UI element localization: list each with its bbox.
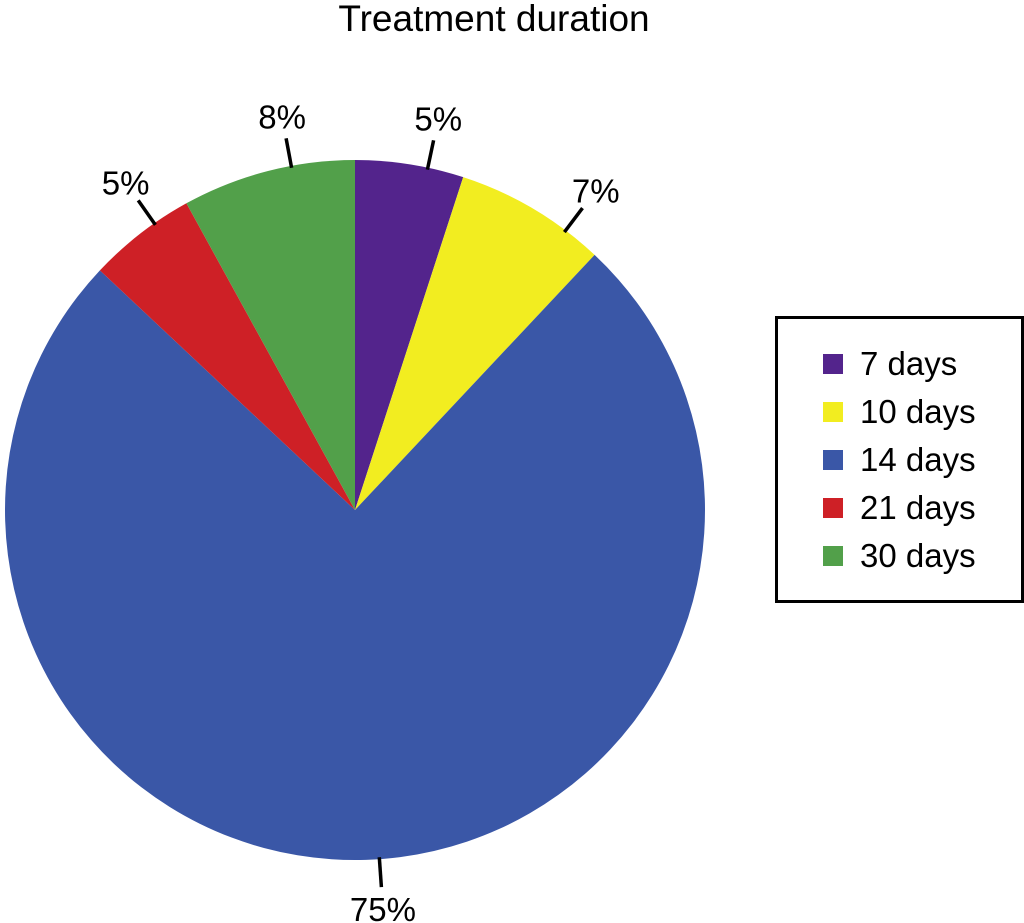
percent-label-10-days: 7% xyxy=(572,173,620,210)
leader-line-10-days xyxy=(563,207,584,234)
leader-line-7-days xyxy=(425,139,436,170)
chart-title: Treatment duration xyxy=(338,0,649,39)
legend-label: 21 days xyxy=(860,488,976,526)
legend-label: 7 days xyxy=(860,344,958,382)
legend-swatch xyxy=(823,353,843,374)
legend: 7 days 10 days 14 days 21 days 30 days xyxy=(775,316,1024,603)
legend-label: 14 days xyxy=(860,440,976,478)
percent-label-21-days: 5% xyxy=(102,164,150,201)
leader-line-21-days xyxy=(136,199,157,226)
legend-label: 30 days xyxy=(860,536,976,574)
legend-swatch xyxy=(823,545,843,566)
legend-label: 10 days xyxy=(860,392,976,430)
legend-item: 21 days xyxy=(823,484,1021,532)
pie-leader-lines xyxy=(136,137,584,888)
pie-slice-7-days xyxy=(355,159,464,510)
percent-label-30-days: 8% xyxy=(258,99,306,136)
percent-label-14-days: 75% xyxy=(350,891,416,923)
pie-slice-10-days xyxy=(355,177,595,510)
legend-item: 10 days xyxy=(823,388,1021,436)
pie-percent-labels: 5% 7% 75% 5% 8% xyxy=(102,99,620,923)
legend-item: 14 days xyxy=(823,436,1021,484)
legend-list: 7 days 10 days 14 days 21 days 30 days xyxy=(823,340,1021,580)
leader-line-30-days xyxy=(284,137,294,169)
legend-swatch xyxy=(823,449,843,470)
pie-slice-21-days xyxy=(99,203,356,511)
leader-line-14-days xyxy=(377,857,384,888)
percent-label-7-days: 5% xyxy=(414,101,462,138)
pie-slice-30-days xyxy=(186,160,355,510)
legend-item: 30 days xyxy=(823,532,1021,580)
legend-item: 7 days xyxy=(823,340,1021,388)
legend-swatch xyxy=(823,401,843,422)
legend-swatch xyxy=(823,497,843,518)
pie-slices xyxy=(5,159,706,861)
pie-slice-14-days xyxy=(5,254,706,861)
